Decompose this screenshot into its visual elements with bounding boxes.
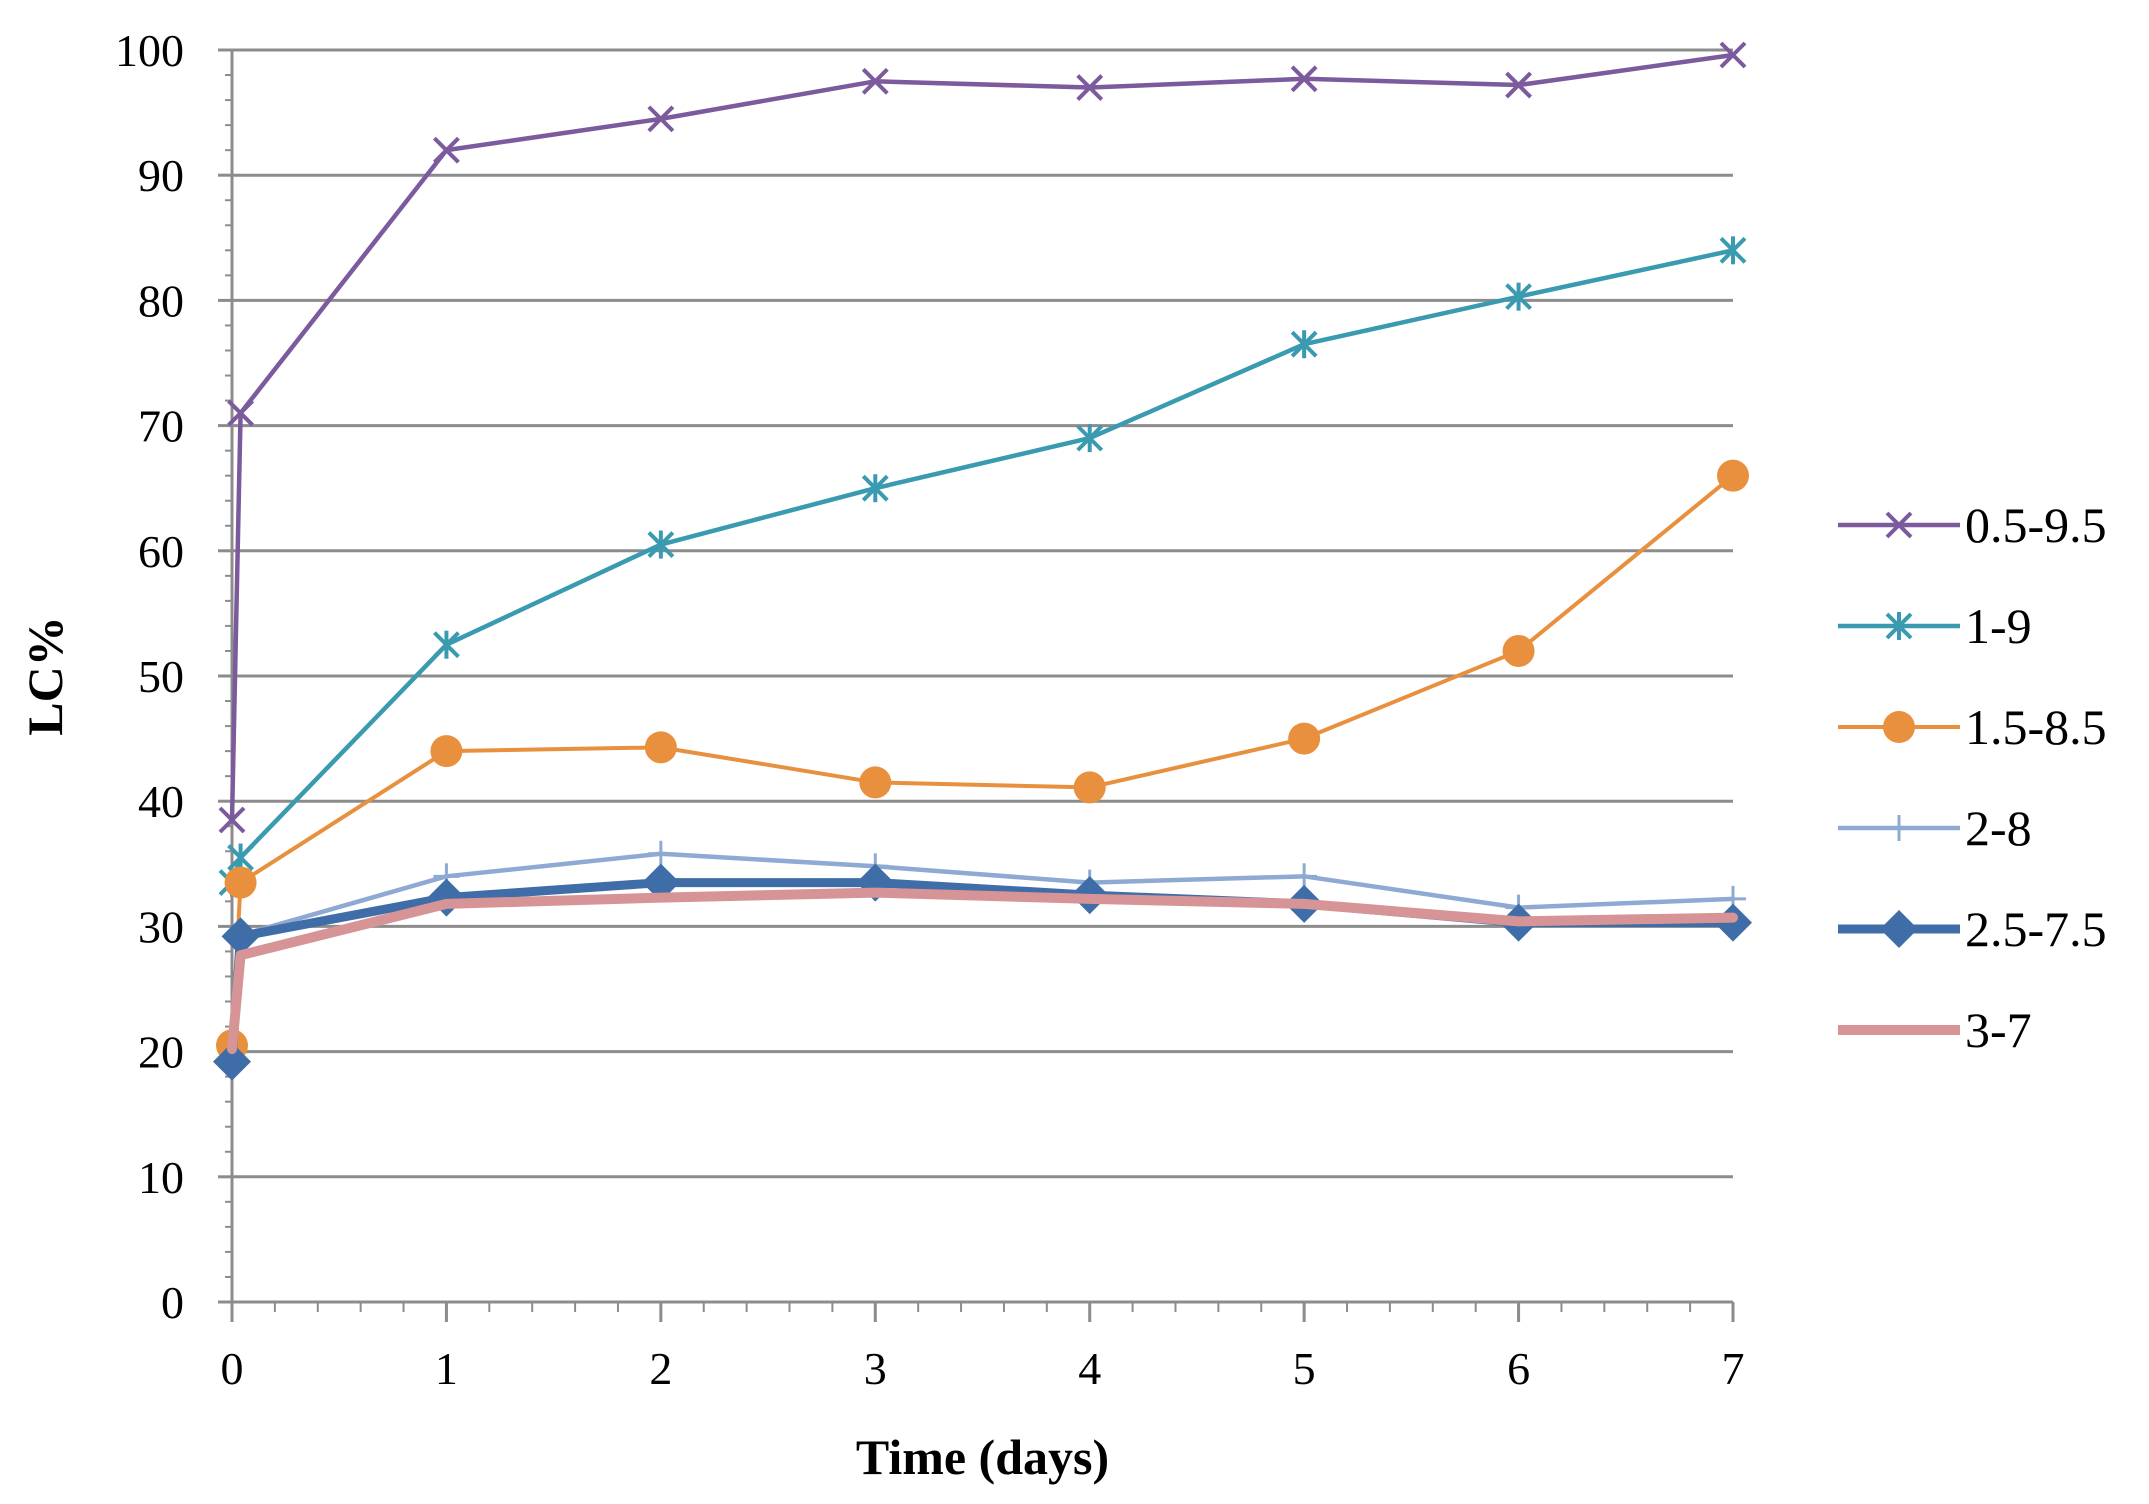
- legend-item-1.5-8.5: 1.5-8.5: [1838, 699, 2107, 755]
- data-point-1-9-7: [1505, 282, 1532, 311]
- y-tick-label-80: 80: [138, 275, 184, 326]
- data-point-0.5-9.5-4: [861, 67, 889, 95]
- x-tick-label-6: 6: [1507, 1343, 1530, 1394]
- legend-label-3-7: 3-7: [1965, 1002, 2032, 1058]
- y-tick-label-60: 60: [138, 526, 184, 577]
- series-1-9: [218, 236, 1747, 897]
- data-point-1.5-8.5-1: [224, 866, 257, 899]
- data-point-1.5-8.5-4: [859, 766, 892, 799]
- y-tick-label-30: 30: [138, 901, 184, 952]
- legend-label-0.5-9.5: 0.5-9.5: [1965, 497, 2107, 553]
- y-tick-label-70: 70: [138, 401, 184, 452]
- y-tick-label-40: 40: [138, 776, 184, 827]
- x-tick-label-2: 2: [649, 1343, 672, 1394]
- legend-label-2.5-7.5: 2.5-7.5: [1965, 901, 2107, 957]
- series-2-8: [219, 840, 1746, 1071]
- series-line-2.5-7.5: [227, 878, 1738, 1067]
- data-point-1.5-8.5-2: [430, 735, 463, 768]
- y-tick-label-0: 0: [161, 1277, 184, 1328]
- legend-marker-2-8: [1886, 815, 1912, 841]
- x-tick-label-7: 7: [1722, 1343, 1745, 1394]
- series-line-1-9: [229, 248, 1736, 885]
- data-point-1-9-4: [861, 474, 889, 503]
- data-point-1.5-8.5-8: [1717, 459, 1749, 492]
- legend-marker-1.5-8.5: [1883, 711, 1915, 743]
- y-tick-label-50: 50: [138, 651, 184, 702]
- data-point-0.5-9.5-5: [1076, 74, 1104, 101]
- y-axis-title: LC%: [17, 616, 73, 735]
- legend-item-0.5-9.5: 0.5-9.5: [1838, 497, 2107, 553]
- data-point-1.5-8.5-3: [644, 731, 677, 764]
- data-point-0.5-9.5-6: [1290, 65, 1318, 93]
- series-0.5-9.5: [218, 41, 1747, 834]
- series-line-0.5-9.5: [229, 52, 1736, 823]
- data-point-1.5-8.5-6: [1288, 722, 1321, 755]
- legend-label-1-9: 1-9: [1965, 598, 2032, 654]
- x-tick-label-4: 4: [1078, 1343, 1101, 1394]
- grid-lines: [232, 48, 1733, 1179]
- y-tick-label-20: 20: [138, 1027, 184, 1078]
- data-point-1-9-6: [1290, 330, 1318, 359]
- legend-label-2-8: 2-8: [1965, 800, 2032, 856]
- data-point-0.5-9.5-1: [227, 399, 254, 427]
- data-point-2.5-7.5-3: [641, 863, 680, 902]
- legend-item-2-8: 2-8: [1838, 800, 2032, 856]
- x-tick-label-1: 1: [435, 1343, 458, 1394]
- series-line-3-7: [227, 887, 1738, 1055]
- y-tick-label-90: 90: [138, 150, 184, 201]
- data-point-2.5-7.5-0: [213, 1042, 251, 1081]
- data-point-1-9-2: [433, 630, 460, 659]
- series-3-7: [227, 887, 1738, 1055]
- x-tick-label-3: 3: [864, 1343, 887, 1394]
- legend-marker-2.5-7.5: [1880, 910, 1918, 948]
- y-tick-label-10: 10: [138, 1152, 184, 1203]
- legend-item-2.5-7.5: 2.5-7.5: [1838, 901, 2107, 957]
- x-tick-label-0: 0: [221, 1343, 244, 1394]
- data-point-1-9-5: [1076, 424, 1104, 453]
- x-axis-title: Time (days): [856, 1429, 1109, 1485]
- legend-marker-1-9: [1885, 612, 1913, 640]
- legend: 0.5-9.5 1-9 1.5-8.5 2-8 2.5-7.5 3-7: [1838, 497, 2107, 1058]
- legend-item-3-7: 3-7: [1838, 1002, 2032, 1058]
- legend-label-1.5-8.5: 1.5-8.5: [1965, 699, 2107, 755]
- data-point-2.5-7.5-1: [221, 917, 260, 956]
- data-point-0.5-9.5-7: [1505, 71, 1532, 99]
- data-point-1-9-3: [647, 530, 675, 559]
- data-point-0.5-9.5-8: [1719, 41, 1747, 69]
- data-point-0.5-9.5-3: [647, 105, 675, 133]
- series-lines: [213, 41, 1752, 1081]
- tick-labels: 0 10 20 30 40 50 60 70 80 90 100 0 1 2 3 4 5 6 7: [115, 25, 1745, 1394]
- data-point-1-9-8: [1719, 236, 1747, 265]
- y-tick-label-100: 100: [115, 25, 184, 76]
- legend-marker-0.5-9.5: [1885, 511, 1913, 539]
- axes: [218, 48, 1735, 1322]
- data-point-1.5-8.5-7: [1502, 634, 1535, 667]
- data-point-1.5-8.5-5: [1073, 771, 1106, 804]
- x-tick-label-5: 5: [1293, 1343, 1316, 1394]
- data-point-0.5-9.5-0: [218, 806, 246, 834]
- data-point-2-8-3: [647, 840, 674, 867]
- data-point-0.5-9.5-2: [433, 136, 460, 164]
- legend-item-1-9: 1-9: [1838, 598, 2032, 654]
